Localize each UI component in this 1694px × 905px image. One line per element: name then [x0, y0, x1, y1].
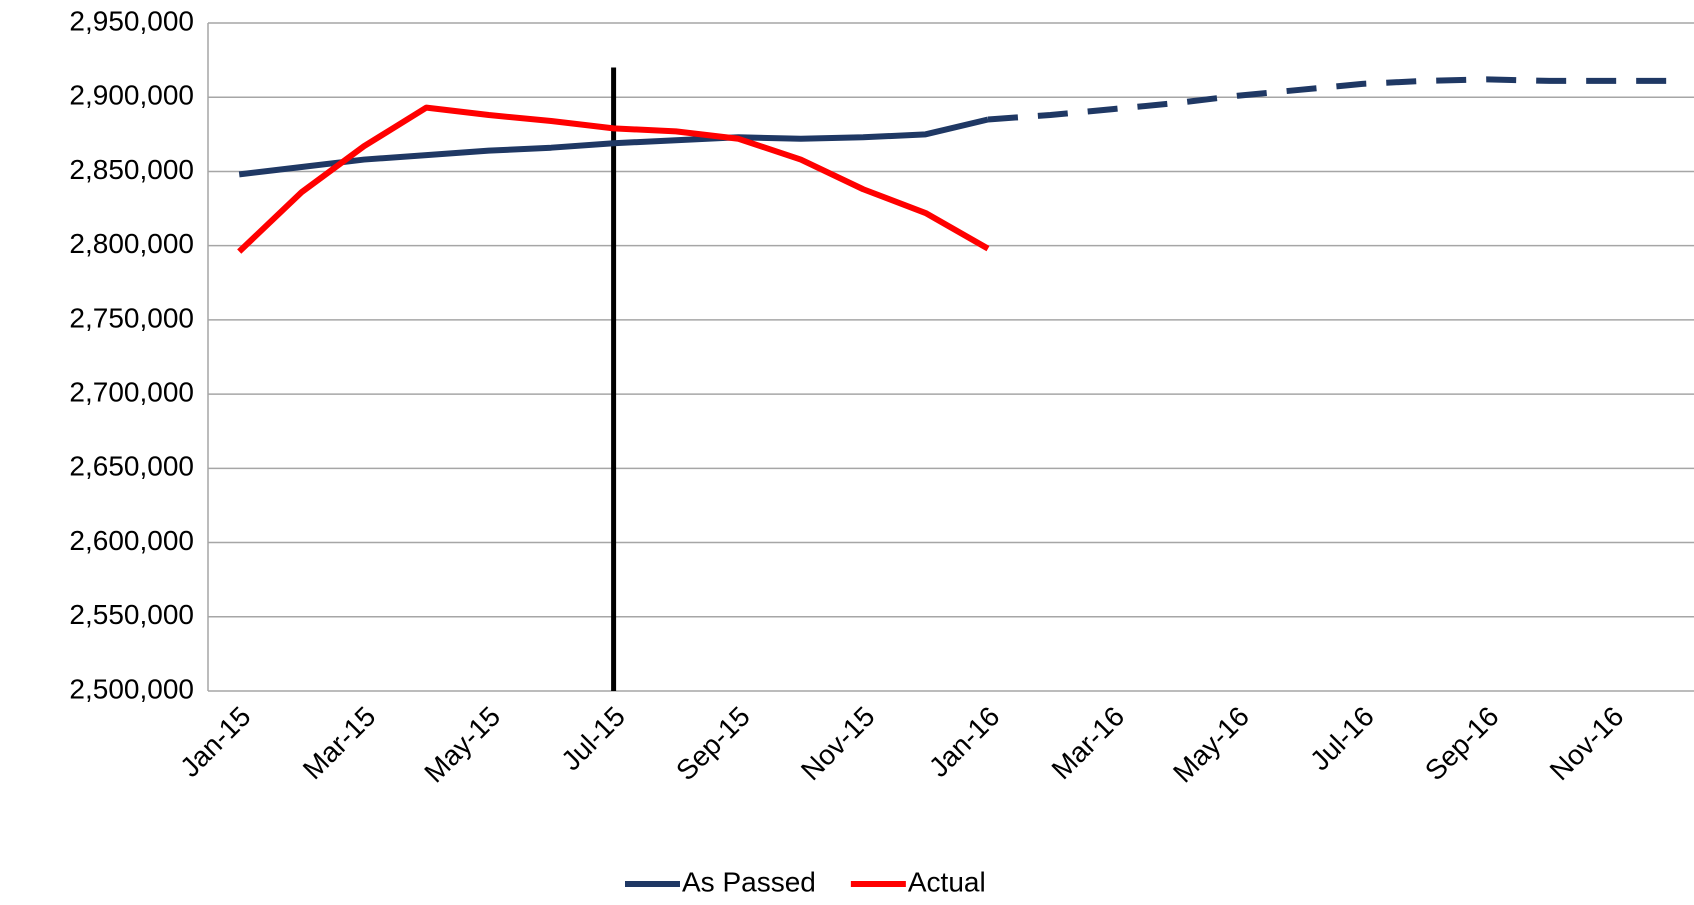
- x-tick-label: Mar-15: [297, 701, 382, 786]
- legend-label: Actual: [908, 866, 986, 897]
- x-tick-label: Jan-15: [174, 701, 256, 783]
- x-tick-label: May-16: [1167, 701, 1255, 789]
- legend: As Passed Actual: [625, 866, 986, 897]
- x-tick-label: Jan-16: [923, 701, 1005, 783]
- legend-label: As Passed: [682, 866, 816, 897]
- x-tick-label: Nov-16: [1544, 701, 1630, 787]
- y-tick-label: 2,800,000: [69, 228, 194, 259]
- series-line-dashed: [987, 76, 1675, 123]
- x-tick-label: Jul-16: [1304, 701, 1380, 777]
- y-tick-label: 2,700,000: [69, 377, 194, 408]
- x-tick-label: Sep-15: [670, 701, 756, 787]
- y-tick-label: 2,550,000: [69, 599, 194, 630]
- x-tick-label: Sep-16: [1419, 701, 1505, 787]
- x-tick-label: Mar-16: [1046, 701, 1131, 786]
- y-tick-label: 2,950,000: [69, 5, 194, 36]
- y-tick-label: 2,650,000: [69, 451, 194, 482]
- x-tick-label: May-15: [418, 701, 506, 789]
- y-tick-label: 2,900,000: [69, 80, 194, 111]
- x-tick-label: Nov-15: [795, 701, 881, 787]
- y-tick-label: 2,750,000: [69, 302, 194, 333]
- y-tick-label: 2,600,000: [69, 525, 194, 556]
- x-tick-label: Jul-15: [555, 701, 631, 777]
- y-tick-label: 2,850,000: [69, 154, 194, 185]
- series-line: [237, 104, 990, 254]
- series-line: [238, 116, 989, 178]
- y-tick-label: 2,500,000: [69, 673, 194, 704]
